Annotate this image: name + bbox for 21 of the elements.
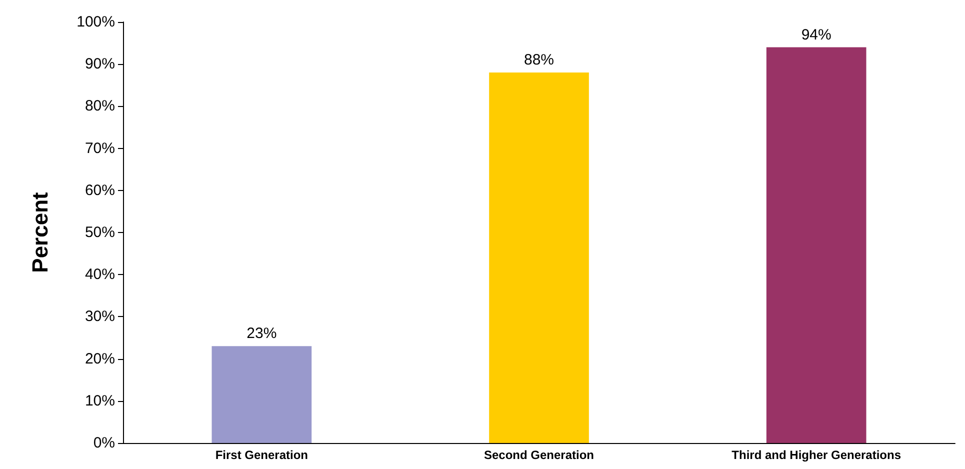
y-tick-label: 0% bbox=[93, 434, 115, 452]
data-label: 94% bbox=[801, 26, 832, 44]
y-axis-title: Percent bbox=[28, 191, 52, 273]
y-tick-label: 30% bbox=[84, 308, 115, 326]
y-tick-label: 20% bbox=[84, 350, 115, 368]
y-tick-label: 80% bbox=[84, 98, 115, 115]
bar bbox=[489, 72, 589, 443]
y-tick-label: 70% bbox=[84, 140, 115, 157]
y-tick-label: 100% bbox=[76, 14, 115, 30]
y-tick-label: 50% bbox=[84, 224, 115, 241]
bar bbox=[212, 346, 312, 443]
y-tick-label: 10% bbox=[84, 392, 115, 410]
bar bbox=[766, 47, 866, 443]
x-tick-label: First Generation bbox=[215, 448, 308, 462]
x-tick-label: Third and Higher Generations bbox=[732, 448, 902, 462]
x-tick-label: Second Generation bbox=[484, 448, 594, 462]
y-tick-label: 90% bbox=[84, 56, 115, 73]
data-label: 88% bbox=[524, 52, 554, 69]
data-label: 23% bbox=[246, 325, 277, 342]
y-tick-label: 40% bbox=[84, 266, 115, 284]
y-tick-label: 60% bbox=[84, 182, 115, 199]
